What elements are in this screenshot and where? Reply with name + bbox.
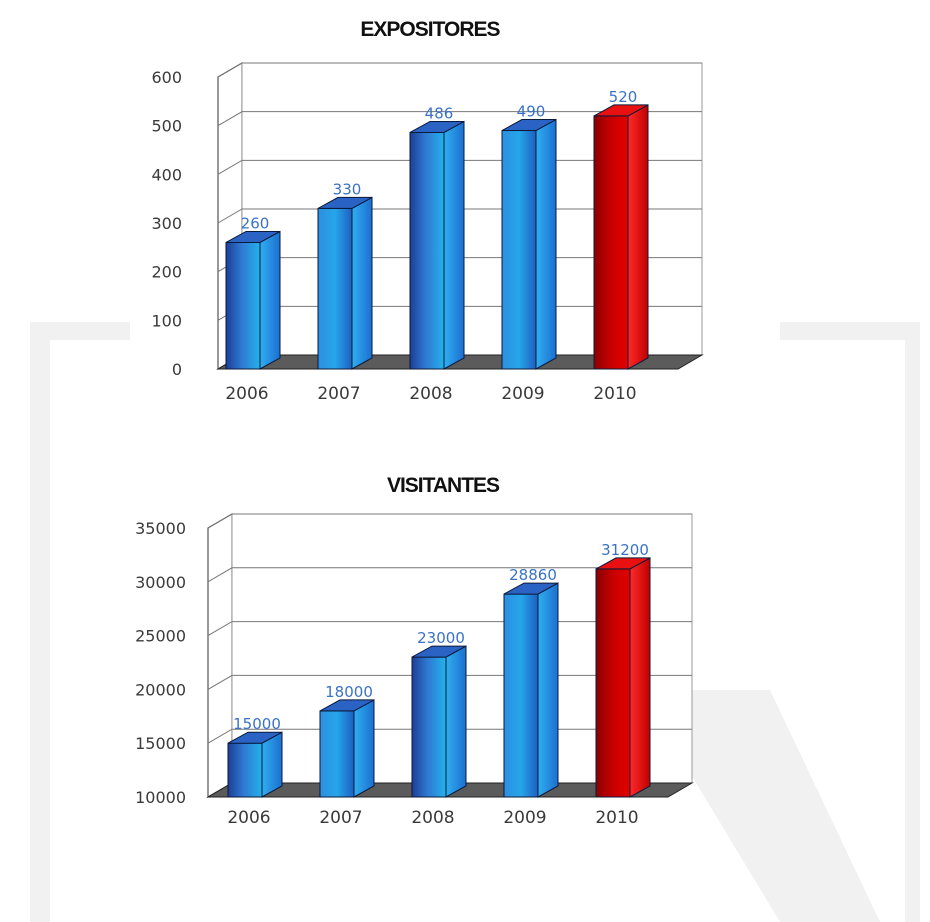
y-tick-label: 20000 <box>135 680 186 699</box>
data-label: 18000 <box>325 683 373 701</box>
bar-2008 <box>409 120 465 370</box>
y-tick-label: 35000 <box>135 519 186 538</box>
x-tick-label: 2010 <box>593 384 636 404</box>
y-tick-label: 600 <box>151 68 182 87</box>
y-tick-label: 200 <box>151 263 182 282</box>
x-tick-label: 2007 <box>319 808 362 828</box>
bar-2006 <box>227 731 283 798</box>
y-tick-label: 300 <box>151 214 182 233</box>
y-tick-label: 400 <box>151 165 182 184</box>
bar-front <box>409 131 445 370</box>
gridline <box>217 62 702 78</box>
bar-front <box>317 207 353 370</box>
y-tick-label: 15000 <box>135 734 186 753</box>
chart-title: EXPOSITORES <box>360 18 500 41</box>
bar-2010 <box>593 104 649 370</box>
bar-2009 <box>501 118 557 370</box>
background-watermark <box>30 322 920 922</box>
bar-top <box>503 582 559 595</box>
bar-side <box>353 699 375 798</box>
x-tick-label: 2007 <box>317 384 360 404</box>
x-tick-label: 2006 <box>225 384 268 404</box>
bar-2009 <box>503 582 559 798</box>
bar-2007 <box>317 196 373 370</box>
bar-top <box>319 699 375 712</box>
bar-side <box>443 120 465 370</box>
chart-visitantes: VISITANTES 10000 15000 20000 25000 30000 35000… <box>135 474 694 828</box>
gridline <box>217 111 702 127</box>
chart-title: VISITANTES <box>387 474 500 497</box>
y-tick-label: 25000 <box>135 627 186 646</box>
x-tick-label: 2009 <box>503 808 546 828</box>
chart-expositores: EXPOSITORES 0 100 200 300 400 500 600 260 2006 330… <box>151 18 704 404</box>
bar-side <box>535 118 557 370</box>
bar-front <box>319 710 355 798</box>
data-label: 486 <box>425 104 454 122</box>
data-label: 330 <box>333 180 362 198</box>
bar-top <box>225 230 281 243</box>
y-tick-label: 100 <box>151 311 182 330</box>
bar-2006 <box>225 230 281 370</box>
gridline <box>207 513 692 529</box>
data-label: 490 <box>517 103 546 121</box>
bar-top <box>411 645 467 658</box>
bar-top <box>595 557 651 570</box>
bar-side <box>445 645 467 798</box>
bar-front <box>595 568 631 798</box>
y-tick-label: 500 <box>151 117 182 136</box>
y-tick-label: 0 <box>172 360 182 379</box>
bar-side <box>259 230 281 370</box>
data-label: 15000 <box>233 715 281 733</box>
bar-top <box>593 104 649 117</box>
bar-front <box>593 115 629 370</box>
x-tick-label: 2008 <box>409 384 452 404</box>
bar-side <box>351 196 373 370</box>
bar-side <box>629 557 651 798</box>
data-label: 28860 <box>509 566 557 584</box>
bar-front <box>225 241 261 370</box>
x-tick-label: 2009 <box>501 384 544 404</box>
bar-2008 <box>411 645 467 798</box>
bar-top <box>501 119 557 132</box>
bar-front <box>411 656 447 798</box>
y-tick-label: 10000 <box>135 788 186 807</box>
bar-2010 <box>595 557 651 798</box>
bar-side <box>537 582 559 798</box>
bar-top <box>227 731 283 744</box>
gridline <box>207 567 692 583</box>
bar-top <box>409 120 465 133</box>
bar-front <box>501 130 537 370</box>
bar-2007 <box>319 699 375 798</box>
bar-top <box>317 196 373 209</box>
data-label: 23000 <box>417 629 465 647</box>
x-tick-label: 2010 <box>595 808 638 828</box>
data-label: 31200 <box>601 541 649 559</box>
bar-front <box>227 742 263 798</box>
bar-side <box>627 104 649 370</box>
x-tick-label: 2008 <box>411 808 454 828</box>
data-label: 260 <box>241 214 270 232</box>
y-tick-label: 30000 <box>135 573 186 592</box>
bar-front <box>503 593 539 798</box>
x-tick-label: 2006 <box>227 808 270 828</box>
data-label: 520 <box>609 88 638 106</box>
